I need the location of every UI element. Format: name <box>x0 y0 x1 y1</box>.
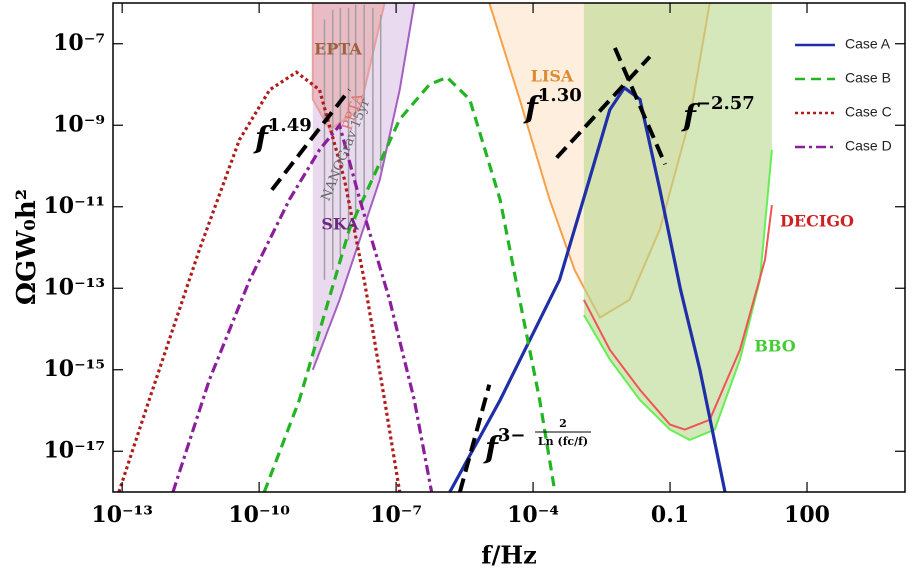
x-tick-label: 10⁻¹³ <box>91 502 153 528</box>
y-axis-label: ΩGW₀h² <box>12 189 42 305</box>
region-boundary <box>311 3 386 132</box>
fit-exponent: 1.49 <box>268 115 312 136</box>
y-tick-label: 10⁻¹¹ <box>44 193 106 219</box>
series-line <box>117 70 402 492</box>
region-boundary <box>311 3 416 371</box>
fit-exponent: 1.30 <box>538 85 582 106</box>
fit-line <box>457 384 492 492</box>
region-label: DECIGO <box>780 212 854 231</box>
x-tick-label: 0.1 <box>651 502 689 528</box>
fit-numerator: 2 <box>559 417 567 430</box>
legend-label: Case A <box>845 36 891 52</box>
region-label: SKA <box>321 215 359 234</box>
legend-label: Case C <box>845 104 892 120</box>
x-tick-label: 10⁻⁷ <box>370 502 422 528</box>
fit-exponent: −2.57 <box>696 93 755 114</box>
legend-label: Case B <box>845 70 891 86</box>
fit-line <box>270 88 351 192</box>
series-line <box>171 121 434 492</box>
series-line <box>448 85 727 492</box>
regions <box>311 3 773 442</box>
region-label: LISA <box>531 67 574 86</box>
legend-label: Case D <box>845 138 892 154</box>
y-tick-label: 10⁻¹⁵ <box>44 356 106 382</box>
fit-line <box>555 55 652 160</box>
series-line <box>262 75 557 492</box>
y-tick-label: 10⁻⁷ <box>53 30 105 56</box>
region-boundary <box>583 204 773 431</box>
y-tick-label: 10⁻⁹ <box>53 111 105 137</box>
region-fill <box>583 3 772 440</box>
y-tick-label: 10⁻¹³ <box>44 274 106 300</box>
plot-frame <box>112 2 906 493</box>
fit-exponent: 3− <box>498 425 526 446</box>
overlay: 10⁻¹³ 10⁻¹⁰ 10⁻⁷ 10⁻⁴ 0.1 100 10⁻¹⁷ 10⁻¹⁵ 10⁻¹³ 1… <box>44 3 905 528</box>
x-tick-label: 10⁻⁴ <box>507 502 559 528</box>
fit-denominator: Ln (fc/f) <box>538 435 588 448</box>
x-tick-label: 100 <box>784 502 830 528</box>
x-tick-label: 10⁻¹⁰ <box>228 502 290 528</box>
curves <box>117 47 727 492</box>
y-tick-label: 10⁻¹⁷ <box>44 437 106 463</box>
region-label: EPTA <box>314 40 362 59</box>
fit-label: f3− <box>483 425 526 466</box>
region-boundary <box>583 149 773 442</box>
region-label: BBO <box>754 337 795 356</box>
x-axis-label: f/Hz <box>481 541 536 570</box>
fit-line <box>613 47 667 166</box>
